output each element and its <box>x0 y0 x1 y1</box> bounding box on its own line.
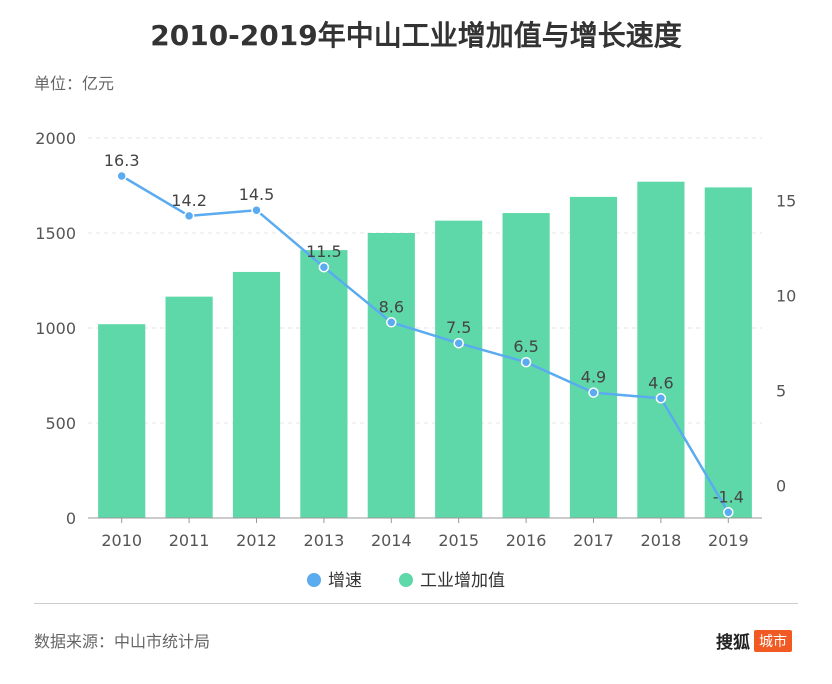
growth-data-label: 8.6 <box>379 297 404 316</box>
growth-point <box>251 204 262 216</box>
growth-data-label: 14.5 <box>239 185 275 204</box>
chart: 0 500 1000 1500 2000 0 5 10 15 2010 2011 2012 2013… <box>35 129 796 591</box>
left-tick-label: 0 <box>66 509 76 528</box>
bar <box>98 324 146 518</box>
right-tick-label: 10 <box>776 287 796 306</box>
bar <box>300 250 348 518</box>
bar <box>165 296 213 518</box>
x-tick-label: 2018 <box>641 531 682 550</box>
left-tick-label: 500 <box>45 414 76 433</box>
unit-label: 单位：亿元 <box>34 74 115 93</box>
right-tick-label: 5 <box>776 382 786 401</box>
right-tick-label: 0 <box>776 477 786 496</box>
x-tick-label: 2014 <box>371 531 412 550</box>
growth-point <box>453 337 464 349</box>
bar <box>569 196 618 518</box>
right-tick-label: 15 <box>776 192 796 211</box>
growth-data-label: -1.4 <box>713 487 744 506</box>
x-tick-label: 2011 <box>169 531 210 550</box>
x-tick-label: 2012 <box>236 531 277 550</box>
x-axis: 2010 2011 2012 2013 2014 2015 2016 2017 2018 2019 <box>101 518 749 550</box>
growth-line <box>121 174 730 513</box>
brand-name: 搜狐 <box>716 633 750 653</box>
legend-label-value: 工业增加值 <box>420 571 505 591</box>
left-tick-label: 1500 <box>35 224 76 243</box>
x-tick-label: 2015 <box>438 531 479 550</box>
line-series: 16.3 14.2 14.5 11.5 8.6 7.5 6.5 4.9 4.6 -1.4 <box>104 151 744 518</box>
brand-logo: 搜狐 城市 <box>716 628 792 653</box>
growth-point <box>318 261 330 273</box>
left-tick-label: 1000 <box>35 319 76 338</box>
growth-point <box>116 170 127 182</box>
left-axis: 0 500 1000 1500 2000 <box>35 129 76 528</box>
growth-data-label: 7.5 <box>446 318 471 337</box>
growth-point <box>386 317 397 328</box>
growth-point <box>588 387 599 398</box>
left-tick-label: 2000 <box>35 129 76 148</box>
bar <box>232 271 281 518</box>
bar <box>435 220 483 518</box>
growth-point <box>655 393 667 404</box>
bar <box>367 233 415 518</box>
legend: 增速 工业增加值 <box>307 571 505 591</box>
growth-data-label: 4.9 <box>581 368 606 387</box>
growth-data-label: 14.2 <box>171 191 207 210</box>
x-tick-label: 2017 <box>573 531 614 550</box>
growth-data-label: 11.5 <box>306 242 342 261</box>
x-tick-label: 2016 <box>506 531 547 550</box>
growth-point <box>520 356 532 368</box>
bar <box>704 187 752 518</box>
data-source: 数据来源：中山市统计局 <box>34 632 211 651</box>
growth-data-label: 4.6 <box>648 373 673 392</box>
brand-tag: 城市 <box>754 629 792 652</box>
growth-point <box>183 210 195 222</box>
growth-data-label: 6.5 <box>513 337 538 356</box>
growth-data-label: 16.3 <box>104 151 140 170</box>
footer-divider <box>34 603 798 604</box>
x-tick-label: 2019 <box>708 531 749 550</box>
legend-marker-growth <box>307 573 321 587</box>
chart-title: 2010-2019年中山工业增加值与增长速度 <box>150 19 682 52</box>
bar-series <box>98 181 752 519</box>
legend-label-growth: 增速 <box>328 571 362 591</box>
growth-point <box>723 507 734 518</box>
bar <box>637 181 685 518</box>
x-tick-label: 2013 <box>304 531 345 550</box>
right-axis: 0 5 10 15 <box>776 192 796 496</box>
x-tick-label: 2010 <box>101 531 142 550</box>
legend-marker-value <box>399 573 413 587</box>
